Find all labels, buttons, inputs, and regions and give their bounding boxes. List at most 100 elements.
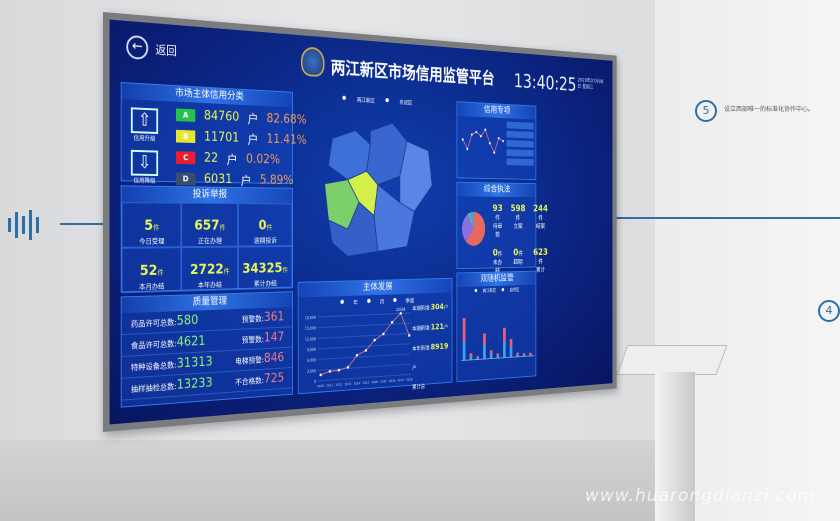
gridline xyxy=(318,313,411,317)
bar xyxy=(483,344,486,360)
x-tick-label: 2017 xyxy=(380,380,387,384)
grade-badge: A xyxy=(175,107,196,122)
grade-unit: 户 xyxy=(240,174,252,189)
bar xyxy=(476,356,480,358)
grade-count: 22 xyxy=(203,150,219,166)
bar xyxy=(529,352,532,355)
peak-label: 22034 xyxy=(396,307,406,312)
x-tick-label: 2019 xyxy=(397,378,403,382)
growth-point xyxy=(373,338,376,342)
bar xyxy=(462,341,466,361)
growth-point xyxy=(391,320,394,324)
y-tick-label: 12,000 xyxy=(305,336,316,341)
y-tick-label: 15,000 xyxy=(305,326,316,331)
back-button[interactable]: ← 返回 xyxy=(126,34,177,62)
growth-point xyxy=(364,349,367,352)
special-point xyxy=(488,142,491,145)
panel-title: 双随机监管 xyxy=(457,271,536,288)
enforcement-stat[interactable]: 598件 立案 xyxy=(510,202,526,230)
panel-title: 投诉举报 xyxy=(121,186,293,204)
panel-title: 信用专项 xyxy=(457,102,536,120)
bar xyxy=(489,350,493,355)
random-bar-chart xyxy=(459,318,536,368)
growth-panel: 主体发展 ● 年 ● 月 ● 季度 0 3,000 6,000 9,000 12,000 15… xyxy=(297,277,453,411)
special-point xyxy=(502,139,504,143)
panel-title: 综合执法 xyxy=(457,182,536,198)
step-4-marker: 4 xyxy=(818,300,840,322)
grade-unit: 户 xyxy=(247,112,259,127)
gridline xyxy=(318,323,411,327)
arrow-left-icon: ← xyxy=(126,34,149,61)
watermark: www.huarongdianzi.com xyxy=(585,486,816,506)
enforcement-stat[interactable]: 244件 结案 xyxy=(533,203,548,230)
step-5-marker: 5 xyxy=(695,100,717,122)
bar xyxy=(496,353,500,356)
x-tick-label: 2012 xyxy=(336,383,343,387)
bar xyxy=(469,356,473,360)
wall-text: 设立西部唯一的标准化协作中心。 xyxy=(724,106,815,113)
complaint-stat[interactable]: 52件 本月办结 xyxy=(121,247,182,294)
wall-logo-icon xyxy=(8,210,39,240)
grade-pct: 5.89% xyxy=(259,172,294,188)
downgrade-icon[interactable]: ⇩ xyxy=(130,149,159,177)
growth-stat: 本年新增:8919户 xyxy=(412,342,449,372)
district-map[interactable] xyxy=(301,101,450,267)
bar xyxy=(516,352,519,355)
enforcement-pie xyxy=(462,211,486,246)
special-point xyxy=(461,138,464,141)
kiosk-stand xyxy=(655,372,695,521)
bar xyxy=(522,353,526,355)
map-region xyxy=(328,202,377,257)
upgrade-icon[interactable]: ⇧ xyxy=(130,107,159,135)
complaint-stat[interactable]: 0件 逾期投诉 xyxy=(238,203,293,247)
x-tick-label: 2010 xyxy=(317,384,324,388)
random-panel: 双随机监管 ● 两江新区 ● 自贸区 xyxy=(456,270,537,383)
growth-legend-item[interactable]: 年 xyxy=(353,300,358,307)
clock: 13:40:25 xyxy=(513,71,577,96)
grade-count: 6031 xyxy=(203,171,233,187)
grade-badge: C xyxy=(175,150,196,164)
special-point xyxy=(497,137,500,140)
random-legend-item[interactable]: 两江新区 xyxy=(482,288,497,294)
complaint-stat[interactable]: 2722件 本年办结 xyxy=(181,246,239,292)
bar xyxy=(469,353,473,357)
emblem-icon xyxy=(300,46,325,78)
complaint-stat[interactable]: 34325件 累计办结 xyxy=(238,246,293,291)
grade-row: C 22 户 0.02% xyxy=(175,146,307,170)
x-tick-label: 2018 xyxy=(389,379,396,383)
enforcement-panel: 综合执法 93件 待审核 598件 立案 244件 结案 0件 未办结 0件 超期 623件 累计 xyxy=(456,181,548,274)
x-tick-label: 2016 xyxy=(371,380,378,384)
y-tick-label: 6,000 xyxy=(307,358,316,363)
bar xyxy=(509,347,513,358)
x-tick-label: 2014 xyxy=(354,381,361,385)
grade-count: 11701 xyxy=(203,129,240,145)
growth-stat: 累计总量:96483户 xyxy=(412,383,445,412)
panel-title: 市场主体信用分类 xyxy=(121,83,293,108)
x-tick-label: 2013 xyxy=(345,382,352,386)
grade-count: 84760 xyxy=(203,108,240,125)
growth-point xyxy=(328,369,332,373)
bar xyxy=(483,333,486,346)
kiosk-top xyxy=(616,345,728,375)
growth-legend-item[interactable]: 月 xyxy=(379,299,385,306)
enforcement-stat[interactable]: 93件 待审核 xyxy=(492,202,503,238)
bar xyxy=(489,353,493,359)
bar xyxy=(503,341,506,358)
complaint-stat[interactable]: 657件 正在办理 xyxy=(181,202,239,248)
grade-badge: D xyxy=(175,172,196,185)
complaints-panel: 投诉举报 5件 今日受理 657件 正在办理 0件 逾期投诉 52件 本月办结 2722件 本年办… xyxy=(120,185,293,294)
quality-panel: 质量管理 药品许可总数:580 预警数:361 食品许可总数:4621 预警数:147… xyxy=(120,291,293,408)
growth-stat: 本期新增:121户 xyxy=(412,322,449,333)
random-legend-item[interactable]: 自贸区 xyxy=(509,287,520,294)
x-tick-label: 2015 xyxy=(363,381,370,385)
grade-unit: 户 xyxy=(226,153,238,168)
growth-point xyxy=(355,353,359,357)
page-title: 两江新区市场信用监管平台 xyxy=(330,57,495,89)
grade-pct: 0.02% xyxy=(246,151,280,167)
bar xyxy=(509,338,513,348)
date: 2020年07月08日 星期三 xyxy=(577,77,604,91)
complaint-stat[interactable]: 5件 今日受理 xyxy=(121,202,182,248)
gridline xyxy=(318,344,411,349)
grade-badge: B xyxy=(175,129,196,143)
